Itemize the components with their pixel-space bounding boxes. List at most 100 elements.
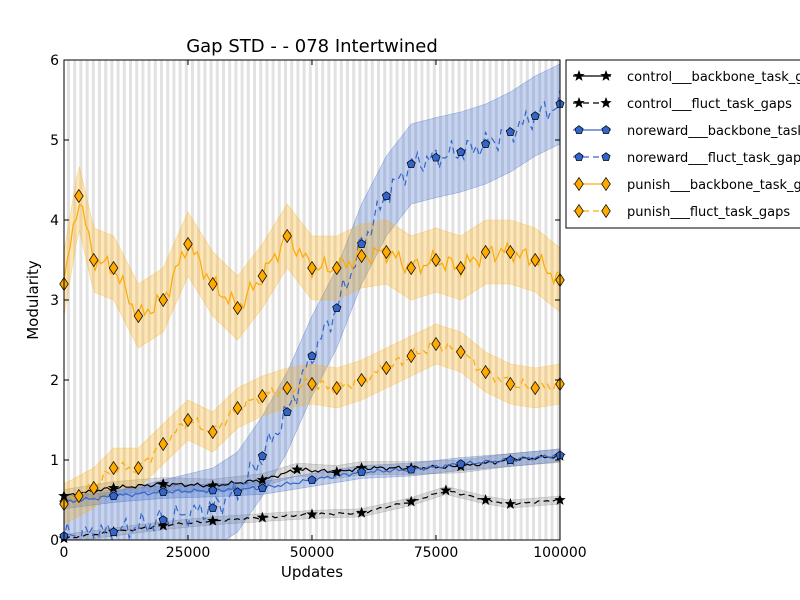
y-axis-label: Modularity <box>24 260 42 340</box>
grid-band <box>352 60 356 540</box>
grid-band <box>333 60 337 540</box>
grid-band <box>501 60 504 540</box>
data-point-punish___backbone_task_gaps <box>431 252 441 268</box>
data-point-noreward___fluct_task_gaps <box>109 527 119 536</box>
x-tick-label: 75000 <box>414 545 459 561</box>
grid-band <box>302 60 306 540</box>
chart-title: Gap STD - - 078 Intertwined <box>186 36 438 57</box>
grid-band <box>271 60 275 540</box>
y-tick-label: 1 <box>50 453 59 469</box>
data-point-noreward___fluct_task_gaps <box>357 239 367 248</box>
data-point-noreward___backbone_task_gaps <box>357 467 367 476</box>
grid-band <box>116 60 120 540</box>
grid-band <box>240 60 244 540</box>
x-tick-label: 0 <box>60 545 69 561</box>
grid-band <box>550 60 554 540</box>
data-point-control___backbone_task_gaps <box>291 463 303 475</box>
grid-band <box>191 60 194 540</box>
data-point-noreward___backbone_task_gaps <box>307 475 317 484</box>
grid-band <box>197 60 201 540</box>
grid-band <box>439 60 442 540</box>
grid-band <box>98 60 101 540</box>
grid-band <box>234 60 238 540</box>
data-point-noreward___fluct_task_gaps <box>431 152 441 162</box>
data-point-punish___backbone_task_gaps <box>456 260 466 276</box>
data-point-punish___backbone_task_gaps <box>480 244 491 260</box>
grid-band <box>284 60 287 540</box>
grid-band <box>426 60 430 540</box>
grid-band <box>494 60 498 540</box>
data-point-punish___backbone_task_gaps <box>232 300 243 316</box>
grid-band <box>346 60 349 540</box>
data-point-control___fluct_task_gaps <box>207 514 219 526</box>
grid-band <box>141 60 145 540</box>
grid-band <box>315 60 318 540</box>
grid-band <box>308 60 312 540</box>
grid-band <box>519 60 523 540</box>
grid-band <box>451 60 455 540</box>
grid-band <box>79 60 83 540</box>
grid-band <box>395 60 399 540</box>
data-point-control___backbone_task_gaps <box>157 477 169 489</box>
legend: control___backbone_task_gaps control___fl… <box>565 59 800 229</box>
data-point-punish___backbone_task_gaps <box>158 292 168 308</box>
legend-marker-noreward___fluct_task_gaps <box>601 152 611 161</box>
data-point-punish___backbone_task_gaps <box>133 308 144 324</box>
grid-band <box>377 60 380 540</box>
grid-band <box>290 60 294 540</box>
data-point-noreward___fluct_task_gaps <box>332 303 342 312</box>
data-point-punish___fluct_task_gaps <box>89 480 99 496</box>
data-point-punish___fluct_task_gaps <box>158 436 168 452</box>
data-point-punish___backbone_task_gaps <box>307 260 317 276</box>
grid-band <box>277 60 281 540</box>
data-point-punish___fluct_task_gaps <box>406 348 416 364</box>
grid-band <box>457 60 461 540</box>
grid-band <box>525 60 529 540</box>
data-point-punish___fluct_task_gaps <box>307 376 317 392</box>
data-point-punish___backbone_task_gaps <box>208 276 218 292</box>
grid-band <box>253 60 256 540</box>
grid-band <box>178 60 182 540</box>
grid-band <box>401 60 405 540</box>
grid-band <box>339 60 343 540</box>
legend-marker-punish___fluct_task_gaps <box>601 203 611 219</box>
grid-band <box>463 60 467 540</box>
data-point-noreward___fluct_task_gaps <box>233 487 243 496</box>
data-point-noreward___fluct_task_gaps <box>257 451 267 460</box>
data-point-punish___fluct_task_gaps <box>381 360 392 376</box>
legend-label: noreward___backbone_task_gaps <box>627 124 800 139</box>
legend-label: punish___backbone_task_gaps <box>627 178 800 193</box>
grid-band <box>445 60 449 540</box>
legend-marker-control___fluct_task_gaps <box>600 96 612 108</box>
legend-marker-punish___backbone_task_gaps <box>574 176 584 192</box>
grid-band <box>538 60 542 540</box>
legend-label: control___fluct_task_gaps <box>627 97 792 112</box>
data-point-control___fluct_task_gaps <box>256 511 269 523</box>
grid-band <box>408 60 411 540</box>
legend-marker-control___backbone_task_gaps <box>600 69 612 81</box>
data-point-control___fluct_task_gaps <box>504 497 517 509</box>
data-point-noreward___fluct_task_gaps <box>282 407 292 416</box>
data-point-punish___fluct_task_gaps <box>480 364 491 380</box>
data-point-noreward___fluct_task_gaps <box>381 191 391 200</box>
grid-band <box>296 60 300 540</box>
y-tick-label: 3 <box>50 293 59 309</box>
grid-band <box>73 60 77 540</box>
data-point-control___fluct_task_gaps <box>479 493 492 505</box>
grid-band <box>370 60 374 540</box>
data-point-control___fluct_task_gaps <box>440 484 452 496</box>
data-point-punish___backbone_task_gaps <box>406 260 416 276</box>
data-point-punish___fluct_task_gaps <box>108 460 119 476</box>
data-point-noreward___backbone_task_gaps <box>257 483 267 492</box>
grid-band <box>246 60 250 540</box>
data-point-noreward___fluct_task_gaps <box>481 139 491 148</box>
error-band-punish___backbone_task_gaps <box>64 166 560 349</box>
data-point-punish___fluct_task_gaps <box>505 376 516 392</box>
grid-band <box>383 60 387 540</box>
grid-band <box>432 60 436 540</box>
legend-marker-control___fluct_task_gaps <box>573 96 585 108</box>
grid-band <box>122 60 126 540</box>
data-point-punish___fluct_task_gaps <box>530 380 540 396</box>
data-point-punish___backbone_task_gaps <box>381 244 392 260</box>
data-point-punish___backbone_task_gaps <box>89 252 99 268</box>
